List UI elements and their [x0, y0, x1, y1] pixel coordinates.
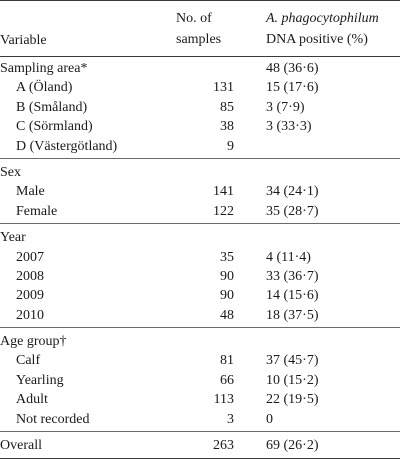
- row-label: Female: [16, 203, 58, 219]
- sample-count: 48: [220, 307, 234, 323]
- positive-value: 35 (28·7): [266, 203, 319, 219]
- table-row: 2007 35 4 (11·4): [0, 248, 400, 267]
- row-label: Sex: [0, 164, 21, 180]
- table-body: Sampling area* 48 (36·6) A (Öland) 131 15 (1…: [0, 59, 400, 455]
- positive-value: 4 (11·4): [266, 249, 311, 265]
- header-rule: [0, 56, 400, 57]
- positive-value: 15 (17·6): [266, 80, 319, 96]
- positive-value: 69 (26·2): [266, 438, 319, 454]
- row-label: B (Småland): [16, 99, 88, 115]
- row-label: Yearling: [16, 372, 64, 388]
- positive-value: 22 (19·5): [266, 392, 319, 408]
- header-samples-line2: samples: [176, 32, 222, 47]
- sample-count: 122: [213, 203, 234, 219]
- section-row: Sex: [0, 163, 400, 182]
- row-label: Calf: [16, 353, 41, 369]
- table-row: Adult 113 22 (19·5): [0, 390, 400, 409]
- table-row: D (Västergötland) 9: [0, 137, 400, 156]
- table-row: 2008 90 33 (36·7): [0, 267, 400, 286]
- table-row: Calf 81 37 (45·7): [0, 351, 400, 370]
- section-divider: [0, 157, 400, 159]
- table-row: A (Öland) 131 15 (17·6): [0, 78, 400, 97]
- positive-value: 3 (7·9): [266, 99, 305, 115]
- sample-count: 9: [227, 138, 234, 154]
- row-label: 2007: [16, 249, 44, 265]
- table-row: C (Sörmland) 38 3 (33·3): [0, 117, 400, 136]
- sample-count: 35: [220, 249, 234, 265]
- sample-count: 141: [213, 184, 234, 200]
- top-rule: [0, 0, 400, 1]
- row-label: 2008: [16, 268, 44, 284]
- row-label: Overall: [0, 438, 42, 454]
- header-positive-line2: DNA positive (%): [266, 32, 368, 47]
- header-variable: Variable: [0, 33, 47, 48]
- sample-count: 131: [213, 80, 234, 96]
- table-row: 2009 90 14 (15·6): [0, 286, 400, 305]
- table-row: Not recorded 3 0: [0, 410, 400, 429]
- table-row: B (Småland) 85 3 (7·9): [0, 98, 400, 117]
- row-label: Adult: [16, 392, 48, 408]
- positive-value: 48 (36·6): [266, 61, 319, 76]
- section-row: Year: [0, 228, 400, 247]
- row-label: Age group†: [0, 334, 67, 350]
- table-row: Yearling 66 10 (15·2): [0, 371, 400, 390]
- sample-count: 38: [220, 119, 234, 135]
- header-positive-line1: A. phagocytophilum: [266, 11, 379, 26]
- section-row: Age group†: [0, 332, 400, 351]
- positive-value: 0: [266, 411, 273, 427]
- row-label: Sampling area*: [0, 61, 88, 76]
- positive-value: 34 (24·1): [266, 184, 319, 200]
- row-label: 2010: [16, 307, 44, 323]
- table-row: Female 122 35 (28·7): [0, 202, 400, 221]
- section-divider: [0, 327, 400, 329]
- sample-count: 85: [220, 99, 234, 115]
- section-divider: [0, 223, 400, 225]
- positive-value: 33 (36·7): [266, 268, 319, 284]
- row-label: C (Sörmland): [16, 119, 93, 135]
- sample-count: 81: [220, 353, 234, 369]
- header-samples-line1: No. of: [176, 11, 212, 26]
- sample-count: 66: [220, 372, 234, 388]
- positive-value: 3 (33·3): [266, 119, 312, 135]
- overall-divider: [0, 431, 400, 433]
- sample-count: 263: [213, 438, 234, 454]
- sample-count: 90: [220, 268, 234, 284]
- row-label: A (Öland): [16, 80, 73, 96]
- sample-count: 90: [220, 288, 234, 304]
- section-row: Sampling area* 48 (36·6): [0, 59, 400, 78]
- row-label: Year: [0, 230, 26, 246]
- positive-value: 10 (15·2): [266, 372, 319, 388]
- sample-count: 113: [213, 392, 234, 408]
- bottom-rule: [0, 458, 400, 459]
- table-row: Male 141 34 (24·1): [0, 182, 400, 201]
- sample-count: 3: [227, 411, 234, 427]
- row-label: D (Västergötland): [16, 138, 118, 154]
- positive-value: 37 (45·7): [266, 353, 319, 369]
- row-label: Male: [16, 184, 45, 200]
- overall-row: Overall 263 69 (26·2): [0, 436, 400, 455]
- row-label: 2009: [16, 288, 44, 304]
- positive-value: 18 (37·5): [266, 307, 319, 323]
- row-label: Not recorded: [16, 411, 90, 427]
- positive-value: 14 (15·6): [266, 288, 319, 304]
- table-row: 2010 48 18 (37·5): [0, 306, 400, 325]
